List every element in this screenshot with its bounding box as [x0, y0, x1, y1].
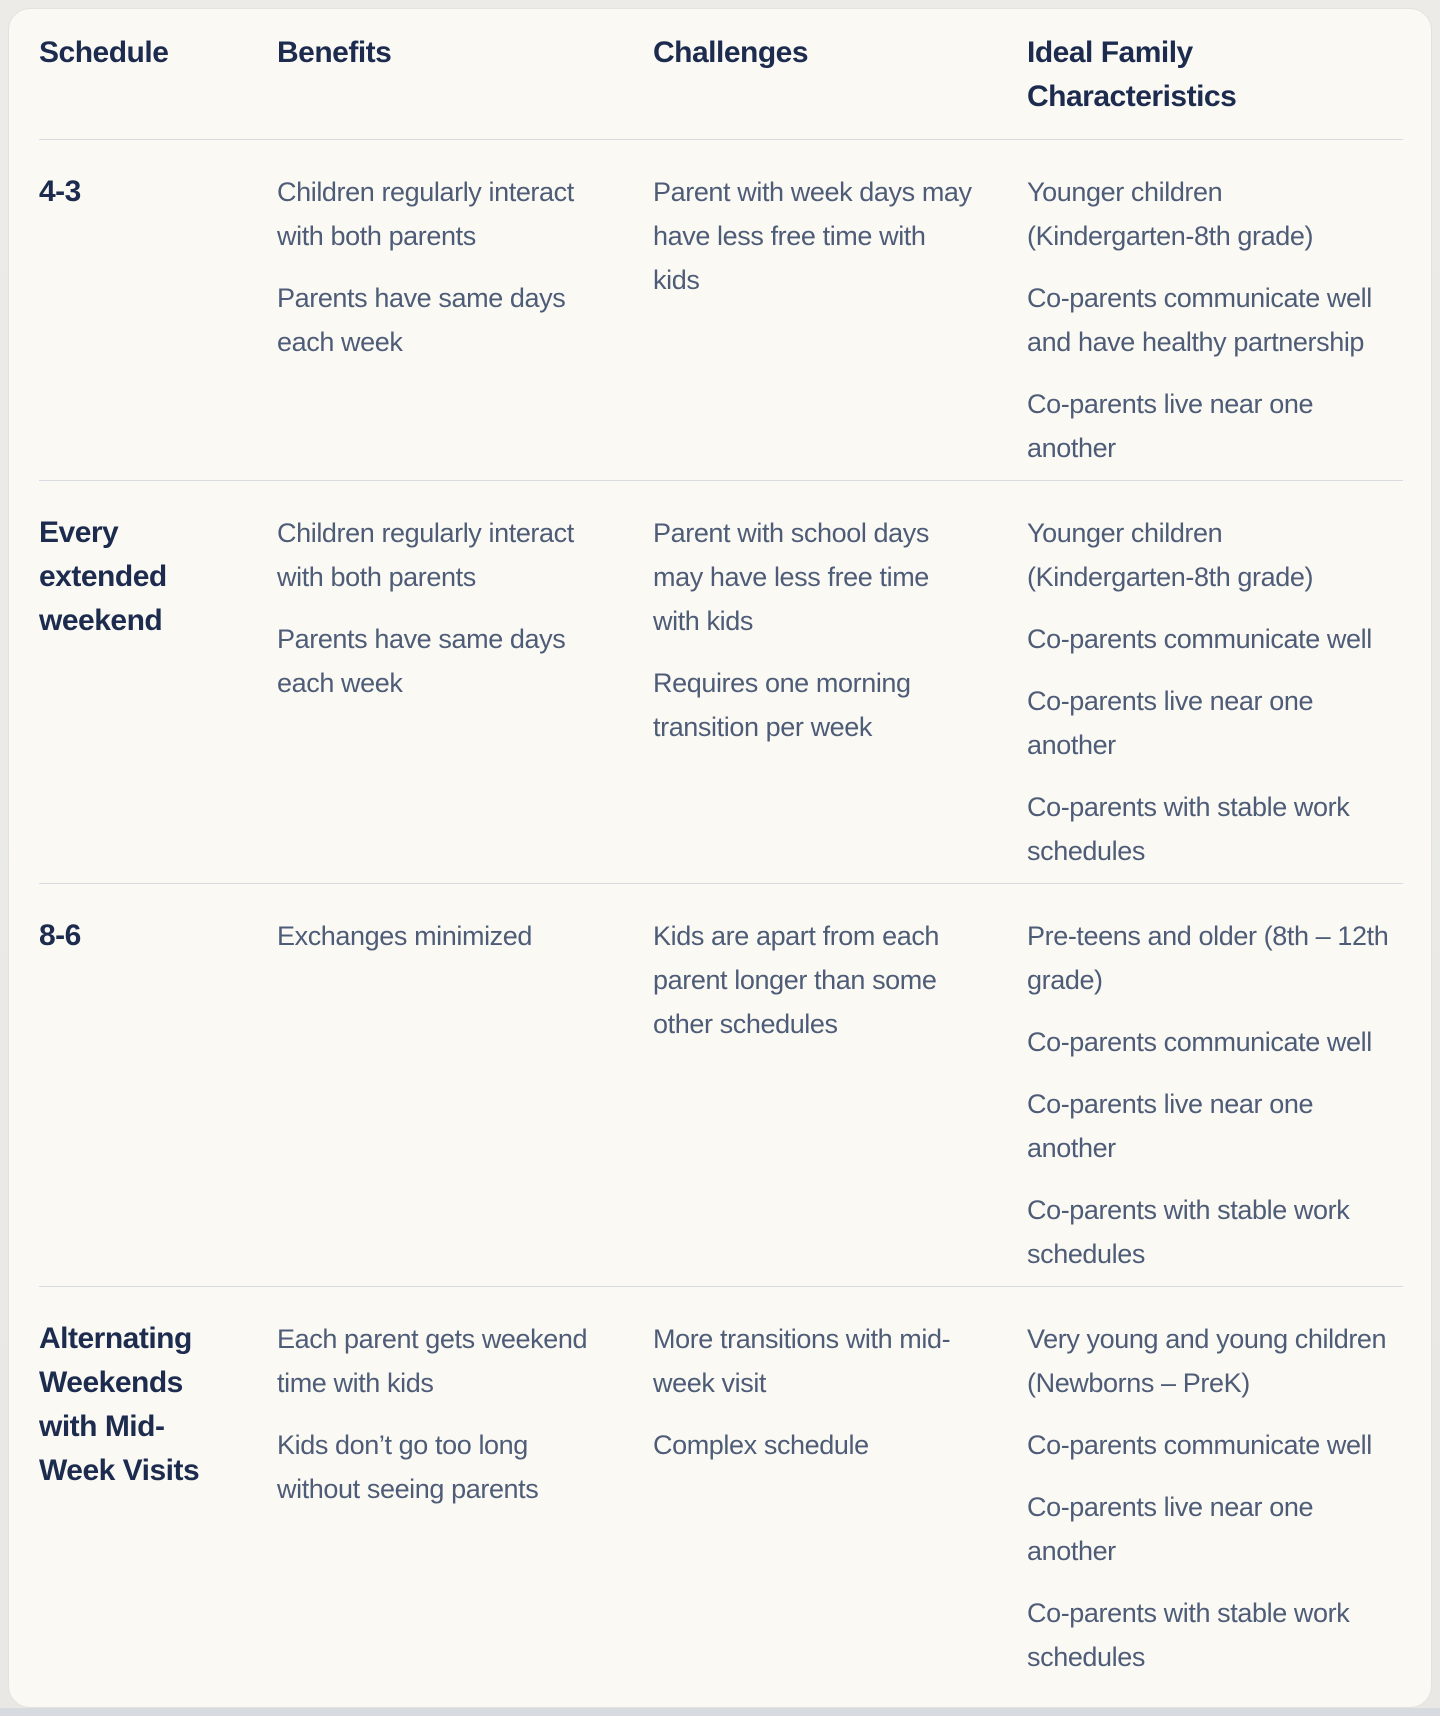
cell-paragraph: Children regularly interact with both pa…	[277, 177, 574, 251]
column-header-schedule: Schedule	[39, 36, 169, 69]
cell-paragraph: Children regularly interact with both pa…	[277, 518, 574, 592]
challenges-cell: Parent with school days may have less fr…	[653, 511, 1027, 873]
cell-paragraph: Co-parents live near one another	[1027, 389, 1314, 463]
cell-paragraph: Co-parents live near one another	[1027, 686, 1314, 760]
table-row-4-3: 4-3 Children regularly interact with bot…	[39, 140, 1403, 481]
challenges-cell: More transitions with mid- week visit Co…	[653, 1317, 1027, 1679]
cell-paragraph: More transitions with mid- week visit	[653, 1324, 951, 1398]
ideal-family-characteristics-cell: Younger children (Kindergarten-8th grade…	[1027, 511, 1403, 873]
ideal-family-characteristics-cell: Very young and young children (Newborns …	[1027, 1317, 1403, 1679]
column-header-benefits: Benefits	[277, 36, 392, 69]
benefits-cell: Children regularly interact with both pa…	[277, 170, 653, 470]
cell-paragraph: Younger children (Kindergarten-8th grade…	[1027, 177, 1314, 251]
cell-paragraph: Parents have same days each week	[277, 624, 566, 698]
cell-paragraph: Pre-teens and older (8th – 12th grade)	[1027, 921, 1389, 995]
table-header-row: Schedule Benefits Challenges Ideal Famil…	[39, 31, 1403, 140]
benefits-cell: Each parent gets weekend time with kids …	[277, 1317, 653, 1679]
cell-paragraph: Very young and young children (Newborns …	[1027, 1324, 1387, 1398]
cell-paragraph: Co-parents live near one another	[1027, 1089, 1314, 1163]
cell-paragraph: Co-parents with stable work schedules	[1027, 1195, 1350, 1269]
cell-paragraph: Co-parents communicate well and have hea…	[1027, 283, 1372, 357]
cell-paragraph: Each parent gets weekend time with kids	[277, 1324, 588, 1398]
cell-paragraph: Exchanges minimized	[277, 921, 533, 951]
table-row-8-6: 8-6 Exchanges minimized Kids are apart f…	[39, 884, 1403, 1287]
ideal-family-characteristics-cell: Pre-teens and older (8th – 12th grade) C…	[1027, 914, 1403, 1276]
table-row-alternating-weekends-with-mid-week-visits: Alternating Weekends with Mid- Week Visi…	[39, 1287, 1403, 1689]
cell-paragraph: Co-parents live near one another	[1027, 1492, 1314, 1566]
schedule-cell: Every extended weekend	[39, 516, 167, 637]
schedule-cell: 8-6	[39, 919, 81, 952]
cell-paragraph: Co-parents communicate well	[1027, 624, 1372, 654]
column-header-ideal-family-characteristics: Ideal Family Characteristics	[1027, 36, 1237, 113]
cell-paragraph: Co-parents with stable work schedules	[1027, 792, 1350, 866]
cell-paragraph: Parent with week days may have less free…	[653, 177, 972, 295]
schedule-cell: Alternating Weekends with Mid- Week Visi…	[39, 1322, 200, 1487]
cell-paragraph: Complex schedule	[653, 1430, 869, 1460]
cell-paragraph: Parent with school days may have less fr…	[653, 518, 929, 636]
cell-paragraph: Co-parents with stable work schedules	[1027, 1598, 1350, 1672]
cell-paragraph: Requires one morning transition per week	[653, 668, 911, 742]
schedule-cell: 4-3	[39, 175, 81, 208]
benefits-cell: Children regularly interact with both pa…	[277, 511, 653, 873]
column-header-challenges: Challenges	[653, 36, 809, 69]
cell-paragraph: Younger children (Kindergarten-8th grade…	[1027, 518, 1314, 592]
cell-paragraph: Co-parents communicate well	[1027, 1430, 1372, 1460]
benefits-cell: Exchanges minimized	[277, 914, 653, 1276]
schedule-comparison-table: Schedule Benefits Challenges Ideal Famil…	[8, 8, 1432, 1708]
ideal-family-characteristics-cell: Younger children (Kindergarten-8th grade…	[1027, 170, 1403, 470]
cell-paragraph: Co-parents communicate well	[1027, 1027, 1372, 1057]
challenges-cell: Parent with week days may have less free…	[653, 170, 1027, 470]
table-row-every-extended-weekend: Every extended weekend Children regularl…	[39, 481, 1403, 884]
cell-paragraph: Kids are apart from each parent longer t…	[653, 921, 940, 1039]
cell-paragraph: Kids don’t go too long without seeing pa…	[277, 1430, 539, 1504]
challenges-cell: Kids are apart from each parent longer t…	[653, 914, 1027, 1276]
cell-paragraph: Parents have same days each week	[277, 283, 566, 357]
